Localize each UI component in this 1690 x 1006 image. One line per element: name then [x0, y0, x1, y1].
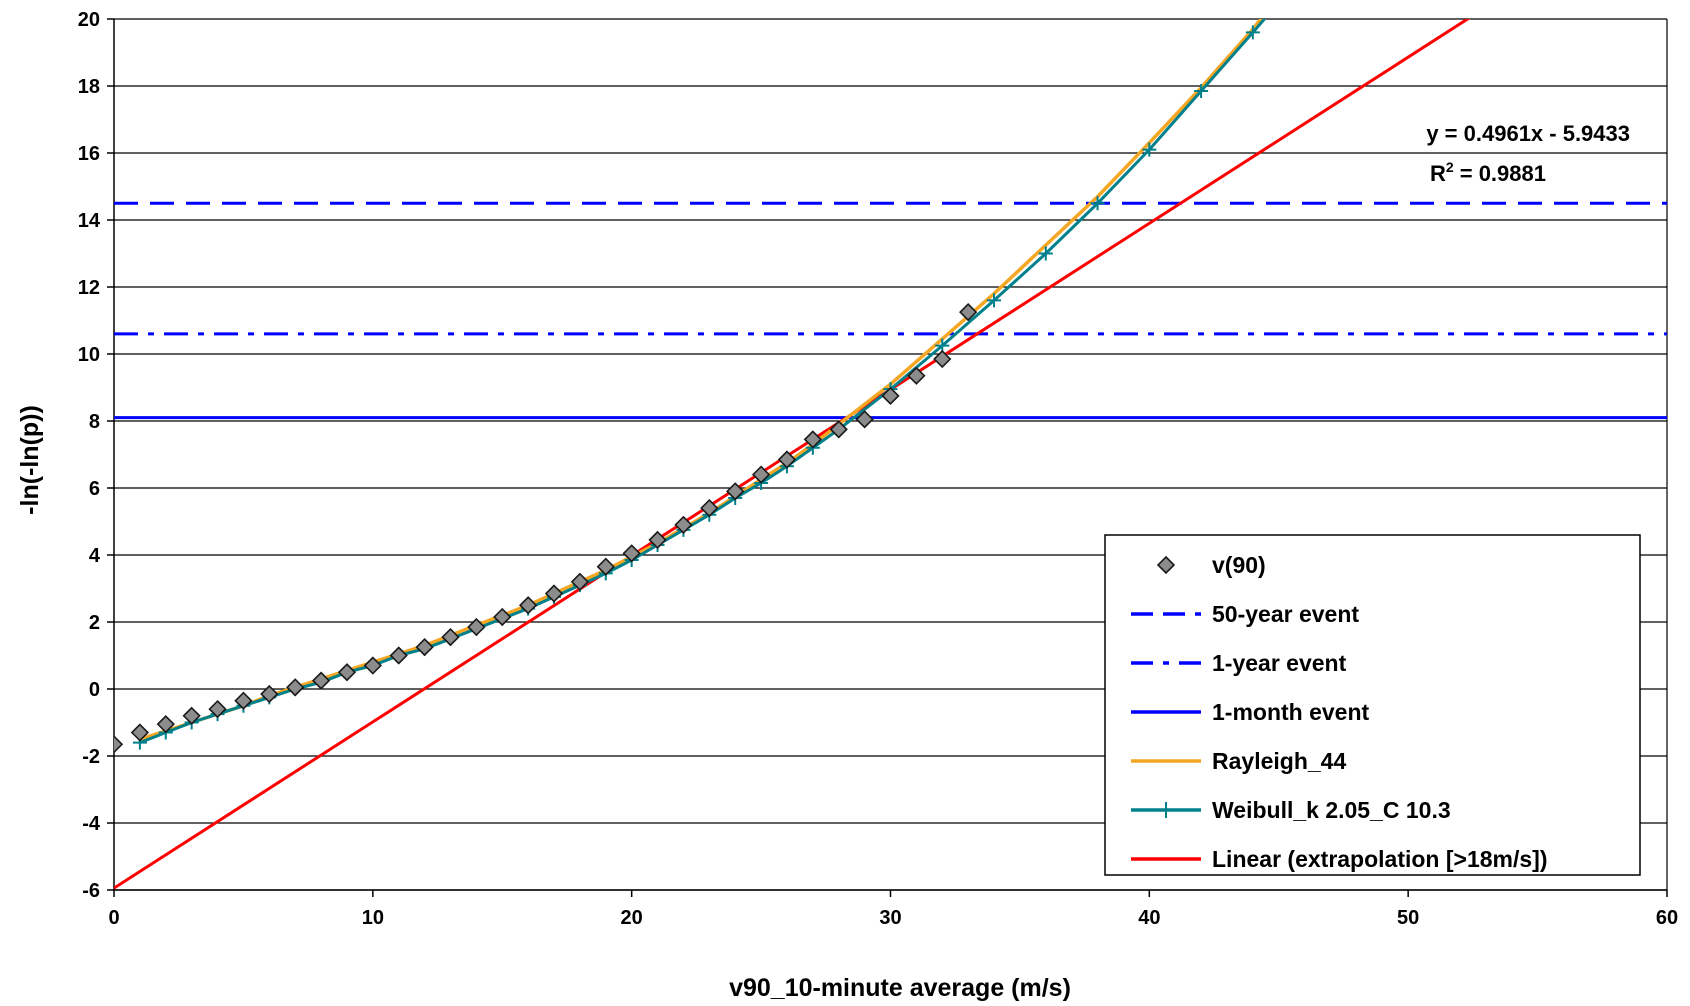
y-tick-label: -2 [82, 746, 100, 768]
v90-point [182, 706, 201, 725]
v90-point [208, 699, 227, 719]
y-tick-label: 4 [89, 545, 101, 567]
v90-point [286, 678, 305, 697]
v90-point [907, 366, 926, 385]
legend-box [1104, 534, 1641, 876]
r-squared-label: R2 = 0.9881 [1430, 159, 1546, 186]
x-tick-label: 30 [879, 907, 901, 929]
v90-point [544, 584, 564, 603]
legend-symbol-diamond [1156, 555, 1176, 575]
v90-point [415, 637, 434, 657]
v90-point [389, 646, 408, 665]
y-tick-label: 18 [78, 76, 100, 98]
v90-point [881, 386, 900, 406]
legend-symbol-plus [1158, 802, 1174, 818]
v90-point [234, 691, 253, 710]
weibull-point [1090, 196, 1105, 211]
y-tick-label: 16 [78, 143, 100, 165]
legend-item: 50-year event [1131, 601, 1359, 627]
x-tick-label: 60 [1656, 907, 1678, 929]
y-tick-label: 20 [78, 9, 100, 31]
legend-label: Rayleigh_44 [1212, 748, 1346, 774]
weibull-point [1194, 84, 1209, 99]
r-squared-sup: 2 [1446, 159, 1454, 175]
legend-label: 1-month event [1212, 699, 1370, 725]
v90-point [260, 684, 279, 704]
weibull-point [1245, 25, 1260, 40]
y-axis-title: -ln(-ln(p)) [16, 405, 44, 515]
v90-point [959, 302, 978, 322]
y-tick-label: 6 [89, 478, 100, 500]
v90-point [493, 607, 512, 627]
v90-point [570, 572, 590, 591]
x-tick-label: 20 [621, 907, 643, 929]
legend-item: 1-year event [1131, 650, 1347, 676]
v90-point [829, 420, 848, 439]
legend-label: 1-year event [1212, 650, 1347, 676]
v90-point [596, 557, 615, 576]
v90-point [519, 596, 538, 615]
legend-label: 50-year event [1212, 601, 1359, 627]
y-tick-label: -6 [82, 880, 100, 902]
legend-item: Weibull_k 2.05_C 10.3 [1131, 797, 1451, 823]
v90-point [933, 349, 952, 369]
y-tick-label: 10 [78, 344, 100, 366]
legend-item: v(90) [1156, 552, 1266, 578]
series-layer [114, 0, 1667, 890]
v90-point [751, 465, 771, 484]
v90-point [648, 530, 667, 550]
v90-point [363, 656, 382, 675]
tick-labels: -6 -4 -2 0 2 4 6 8 10 12 14 16 18 20 0 10 20 30 40 50 60 [78, 9, 1678, 929]
legend-label: Weibull_k 2.05_C 10.3 [1212, 797, 1451, 823]
v90-point [337, 663, 357, 682]
x-tick-label: 0 [108, 907, 119, 929]
y-tick-label: 12 [78, 277, 100, 299]
v90-point [777, 450, 797, 469]
legend: v(90) 50-year event 1-year event 1-month ev… [1104, 534, 1641, 876]
v90-point [441, 627, 460, 647]
weibull-point [987, 293, 1002, 308]
y-tick-label: 0 [89, 679, 100, 701]
y-tick-label: 8 [89, 411, 100, 433]
x-tick-label: 40 [1138, 907, 1160, 929]
v90-point [311, 671, 331, 690]
legend-label: Linear (extrapolation [>18m/s]) [1212, 846, 1548, 872]
v90-point [726, 482, 745, 501]
v90-point [700, 498, 719, 518]
weibull-point [1142, 142, 1157, 157]
v90-point [855, 410, 874, 429]
v90-point [114, 735, 124, 754]
gridlines [114, 18, 1667, 891]
v90-point [622, 544, 641, 563]
trendline-equation: y = 0.4961x - 5.9433 [1426, 121, 1630, 146]
legend-label: v(90) [1212, 552, 1266, 578]
v90-markers [114, 302, 978, 754]
v90-point [467, 617, 486, 637]
legend-item: Rayleigh_44 [1131, 748, 1346, 774]
v90-point [803, 430, 822, 449]
y-tick-label: -4 [82, 813, 101, 835]
weibull-point [1038, 246, 1053, 261]
x-tick-label: 50 [1397, 907, 1419, 929]
y-tick-label: 14 [78, 210, 101, 232]
r-squared-prefix: R [1430, 161, 1446, 186]
x-tick-label: 10 [362, 907, 384, 929]
r-squared-value: = 0.9881 [1454, 161, 1546, 186]
y-tick-label: 2 [89, 612, 100, 634]
v90-point [156, 715, 175, 734]
x-axis-title: v90_10-minute average (m/s) [729, 974, 1071, 1002]
legend-item: Linear (extrapolation [>18m/s]) [1131, 846, 1548, 872]
v90-point [674, 515, 693, 534]
legend-item: 1-month event [1131, 699, 1370, 725]
weibull-point [1272, 0, 1286, 9]
v90-point [130, 723, 150, 742]
